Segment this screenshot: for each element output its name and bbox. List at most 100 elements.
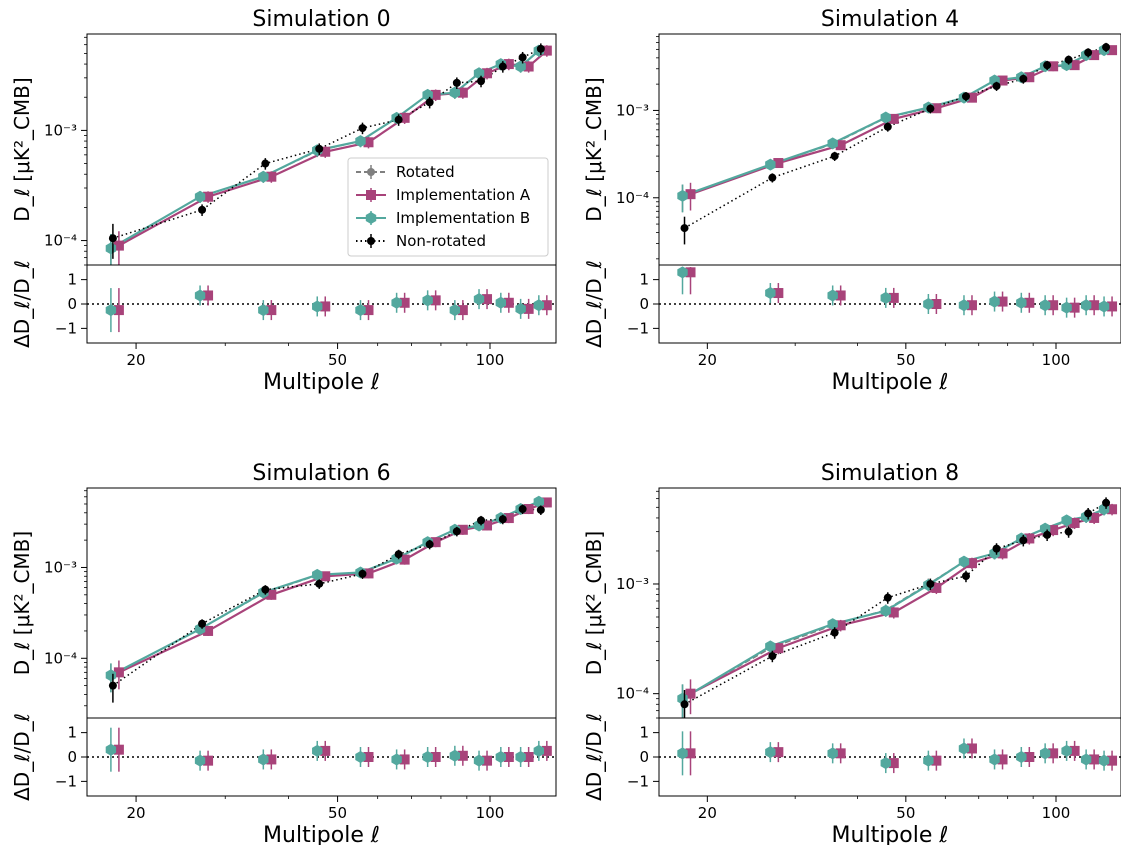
ratio-point-impl-a: [503, 752, 514, 762]
series-line-implementation-a: [690, 49, 1113, 196]
subplot-1: Simulation 4 10⁻⁴ 10⁻³ 1 0 −1 20 50 100 Multipole…: [582, 7, 1121, 395]
ratio-y-tick-label: −1: [55, 319, 77, 337]
data-point-impl-a: [399, 112, 410, 123]
ratio-point-impl-a: [1024, 752, 1035, 762]
ratio-axis-label: ΔD_ℓ/D_ℓ: [10, 260, 34, 348]
ratio-point-impl-a: [1107, 755, 1118, 766]
ratio-point-impl-a: [363, 305, 374, 316]
data-point-impl-b: [312, 568, 323, 581]
data-point-impl-a: [1107, 504, 1118, 515]
y-axis-label: D_ℓ [μK²_CMB]: [10, 77, 34, 221]
y-axis-label: D_ℓ [μK²_CMB]: [582, 531, 606, 675]
data-point-impl-b: [880, 111, 891, 124]
y-tick-label: 10⁻⁴: [616, 685, 649, 703]
data-point-nonrotated: [358, 124, 367, 133]
data-point-impl-a: [1024, 533, 1035, 544]
ratio-y-tick-label: 1: [639, 724, 649, 742]
data-point-nonrotated: [1102, 43, 1111, 52]
ratio-point-impl-b: [449, 749, 461, 762]
ratio-point-impl-b: [515, 751, 526, 763]
subplot-title: Simulation 8: [821, 461, 959, 486]
x-tick-label: 20: [127, 351, 146, 369]
ratio-y-tick-label: −1: [627, 772, 649, 790]
ratio-point-impl-b: [880, 757, 891, 770]
ratio-y-tick-label: 0: [639, 295, 649, 313]
ratio-point-impl-a: [966, 300, 977, 311]
data-point-impl-b: [765, 158, 776, 171]
subplot-3: Simulation 8 10⁻⁴ 10⁻³ 1 0 −1 20 50 100 Multipole…: [582, 461, 1121, 845]
data-point-impl-a: [503, 513, 514, 524]
data-point-nonrotated: [926, 579, 935, 588]
ratio-point-impl-b: [1061, 301, 1072, 314]
ratio-point-impl-a: [430, 752, 441, 762]
ratio-point-impl-b: [258, 304, 269, 317]
ratio-point-impl-b: [194, 754, 206, 767]
data-point-impl-a: [457, 87, 468, 98]
ratio-y-tick-label: −1: [55, 772, 77, 790]
data-point-nonrotated: [1102, 498, 1111, 507]
data-point-nonrotated: [198, 205, 207, 214]
ratio-point-impl-b: [391, 753, 402, 766]
data-point-impl-a: [685, 189, 696, 200]
data-point-nonrotated: [1019, 74, 1028, 83]
ratio-y-tick-label: 0: [67, 295, 77, 313]
ratio-point-impl-b: [515, 302, 526, 315]
data-point-impl-a: [888, 607, 899, 618]
x-axis-label: Multipole ℓ: [263, 370, 380, 395]
series-line-non-rotated: [684, 46, 1107, 229]
data-point-nonrotated: [1064, 527, 1073, 536]
data-point-impl-a: [1069, 517, 1080, 528]
y-tick-label: 10⁻³: [616, 101, 649, 119]
subplot-2: Simulation 6 10⁻⁴ 10⁻³ 1 0 −1 20 50 100 Multipole…: [10, 461, 557, 845]
data-point-impl-a: [523, 504, 534, 515]
data-point-nonrotated: [261, 159, 270, 168]
ratio-y-tick-label: 0: [639, 748, 649, 766]
ratio-point-impl-b: [105, 304, 117, 317]
data-point-nonrotated: [452, 78, 461, 87]
ratio-point-impl-b: [1080, 299, 1092, 312]
data-point-impl-a: [1048, 525, 1059, 536]
subplot-title: Simulation 6: [252, 461, 390, 486]
data-point-nonrotated: [1043, 61, 1052, 70]
data-point-impl-a: [399, 554, 410, 565]
ratio-point-impl-a: [888, 758, 899, 769]
ratio-point-impl-b: [958, 742, 970, 755]
ratio-point-impl-a: [266, 754, 277, 765]
data-point-nonrotated: [926, 104, 935, 113]
ratio-point-impl-a: [541, 745, 552, 756]
data-point-nonrotated: [680, 224, 689, 233]
data-point-nonrotated: [358, 569, 367, 578]
data-point-impl-a: [888, 113, 899, 124]
ratio-point-impl-a: [320, 745, 331, 756]
data-point-nonrotated: [830, 152, 839, 161]
ratio-axis-label: ΔD_ℓ/D_ℓ: [582, 260, 606, 348]
ratio-axis-label: ΔD_ℓ/D_ℓ: [10, 713, 34, 801]
y-tick-label: 10⁻³: [44, 558, 77, 576]
data-point-impl-b: [765, 640, 776, 653]
series-line-non-rotated: [112, 48, 542, 239]
data-point-impl-a: [482, 520, 493, 531]
y-axis-label: D_ℓ [μK²_CMB]: [10, 531, 34, 675]
y-tick-label: 10⁻³: [44, 121, 77, 139]
ratio-point-impl-b: [105, 743, 117, 756]
ratio-point-impl-a: [931, 299, 942, 309]
data-point-impl-b: [194, 190, 206, 203]
x-tick-label: 50: [896, 351, 915, 369]
data-point-nonrotated: [452, 527, 461, 536]
data-point-impl-b: [533, 495, 545, 508]
data-point-impl-b: [449, 86, 461, 99]
ratio-point-impl-b: [1061, 744, 1072, 757]
data-point-nonrotated: [536, 44, 545, 53]
ratio-point-impl-a: [363, 752, 374, 762]
data-point-nonrotated: [1019, 536, 1028, 545]
legend-marker: [366, 190, 376, 200]
ratio-point-impl-b: [923, 298, 934, 310]
series-line-non-rotated: [112, 508, 541, 687]
x-tick-label: 100: [476, 351, 505, 369]
legend-label: Implementation A: [396, 186, 531, 204]
data-point-nonrotated: [261, 585, 270, 594]
data-point-impl-a: [523, 61, 534, 72]
data-point-nonrotated: [315, 144, 324, 153]
x-tick-label: 100: [1042, 351, 1071, 369]
ratio-point-impl-a: [997, 296, 1008, 307]
